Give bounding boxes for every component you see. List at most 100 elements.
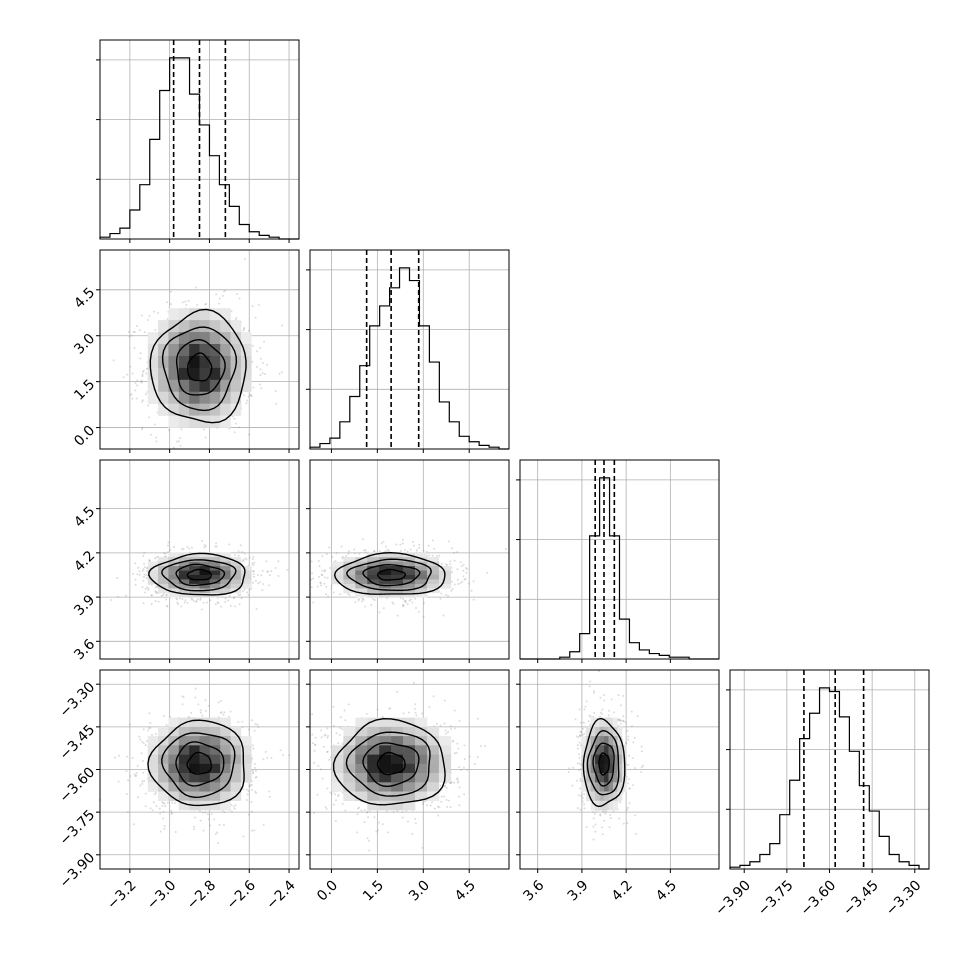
density-cell xyxy=(240,745,252,755)
scatter-point xyxy=(409,598,412,601)
density-cell xyxy=(391,552,404,558)
density-cell xyxy=(220,557,231,562)
density-cell xyxy=(230,367,242,381)
density-cell xyxy=(168,745,180,755)
scatter-point xyxy=(268,790,271,793)
scatter-point xyxy=(175,597,178,600)
scatter-point xyxy=(194,600,197,603)
scatter-point xyxy=(191,597,194,600)
scatter-point xyxy=(158,807,161,810)
density-cell xyxy=(158,791,169,802)
scatter-point xyxy=(141,373,144,376)
density-cell xyxy=(220,355,231,369)
scatter-point xyxy=(167,429,170,432)
scatter-point xyxy=(207,813,210,816)
scatter-point xyxy=(395,543,398,546)
density-cell xyxy=(209,800,221,811)
scatter-point xyxy=(326,576,329,579)
density-cell xyxy=(426,561,440,567)
scatter-point xyxy=(133,773,136,776)
density-cell xyxy=(199,726,211,737)
scatter-point xyxy=(404,599,407,602)
scatter-point xyxy=(248,784,251,787)
scatter-point xyxy=(218,302,221,305)
scatter-point xyxy=(174,831,177,834)
density-cell xyxy=(220,343,231,357)
density-cell xyxy=(178,588,190,594)
scatter-point xyxy=(311,572,314,575)
scatter-point xyxy=(184,599,187,602)
scatter-point xyxy=(254,776,257,779)
scatter-point xyxy=(227,715,230,718)
density-cell xyxy=(189,791,200,802)
scatter-point xyxy=(401,605,404,608)
scatter-point xyxy=(163,825,166,828)
scatter-panel-1-2 xyxy=(294,459,510,663)
density-cell xyxy=(367,579,380,585)
scatter-point xyxy=(372,598,375,601)
scatter-point xyxy=(250,719,253,722)
scatter-panel-0-1 xyxy=(96,249,300,491)
density-cell xyxy=(178,791,190,802)
scatter-point xyxy=(139,784,142,787)
scatter-point xyxy=(253,766,256,769)
density-cell xyxy=(403,579,416,585)
scatter-point xyxy=(202,428,205,431)
scatter-point xyxy=(138,573,141,576)
contour-line xyxy=(186,568,213,581)
scatter-point xyxy=(186,601,189,604)
density-cell xyxy=(189,355,200,369)
density-cell xyxy=(158,726,169,737)
density-cell xyxy=(147,355,159,369)
scatter-point xyxy=(157,555,160,558)
scatter-point xyxy=(294,594,296,596)
scatter-point xyxy=(143,331,146,334)
density-cell xyxy=(403,588,416,594)
density-cell xyxy=(355,566,368,571)
density-cell xyxy=(415,552,428,558)
scatter-point xyxy=(227,599,230,602)
scatter-point xyxy=(133,331,136,334)
density-cell xyxy=(209,355,221,369)
density-cell xyxy=(426,579,440,585)
scatter-point xyxy=(312,601,315,604)
scatter-point xyxy=(306,563,308,565)
density-cell xyxy=(240,566,252,571)
scatter-point xyxy=(364,605,367,608)
scatter-point xyxy=(263,340,266,343)
density-cell xyxy=(230,736,242,746)
scatter-point xyxy=(243,588,246,591)
scatter-point xyxy=(251,789,254,792)
scatter-point xyxy=(452,551,455,554)
density-cell xyxy=(189,332,200,345)
scatter-point xyxy=(318,565,321,568)
density-cell xyxy=(220,574,231,580)
scatter-point xyxy=(165,724,168,727)
scatter-point xyxy=(185,489,187,491)
scatter-point xyxy=(170,290,173,293)
density-cell xyxy=(168,726,180,737)
scatter-point xyxy=(181,695,184,698)
density-cell xyxy=(158,782,169,792)
density-cell xyxy=(438,579,452,585)
scatter-point xyxy=(141,375,144,378)
scatter-point xyxy=(467,582,470,585)
panel-content xyxy=(110,539,289,611)
density-cell xyxy=(220,391,231,404)
scatter-point xyxy=(444,784,447,787)
panel-content xyxy=(100,687,291,845)
scatter-point xyxy=(233,431,236,434)
scatter-point xyxy=(252,581,255,584)
scatter-point xyxy=(148,315,151,318)
density-cell xyxy=(168,367,180,381)
density-cell xyxy=(168,570,180,576)
density-cell xyxy=(199,583,211,589)
scatter-point xyxy=(245,402,248,405)
density-cell xyxy=(391,561,404,567)
density-cell xyxy=(240,773,252,783)
scatter-point xyxy=(250,829,253,832)
scatter-point xyxy=(265,560,268,563)
scatter-point xyxy=(154,586,157,589)
contour-line xyxy=(333,551,446,595)
density-cell xyxy=(168,552,180,558)
